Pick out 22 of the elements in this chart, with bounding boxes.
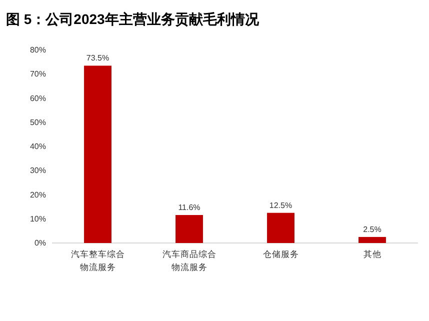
x-tick-label: 汽车整车综合物流服务 — [70, 249, 125, 272]
y-tick-label: 60% — [30, 94, 46, 103]
x-tick-label: 仓储服务 — [262, 249, 299, 259]
bar — [176, 215, 203, 243]
y-tick-label: 0% — [34, 238, 46, 248]
y-tick-label: 50% — [30, 118, 46, 127]
y-tick-label: 30% — [30, 166, 46, 176]
y-tick-label: 20% — [30, 190, 46, 200]
x-tick-label: 其他 — [363, 249, 382, 259]
y-tick-label: 40% — [30, 142, 46, 151]
chart-title: 图 5：公司2023年主营业务贡献毛利情况 — [6, 11, 260, 27]
data-label: 73.5% — [86, 54, 110, 63]
y-tick-label: 10% — [30, 214, 46, 224]
data-label: 2.5% — [363, 224, 382, 234]
y-tick-label: 80% — [30, 46, 46, 54]
bar — [84, 66, 112, 243]
x-tick-label: 汽车商品综合物流服务 — [162, 249, 216, 272]
bar — [358, 236, 386, 243]
y-tick-label: 70% — [30, 70, 46, 79]
bar — [267, 212, 294, 243]
data-label: 11.6% — [178, 203, 200, 212]
data-label: 12.5% — [269, 200, 292, 210]
